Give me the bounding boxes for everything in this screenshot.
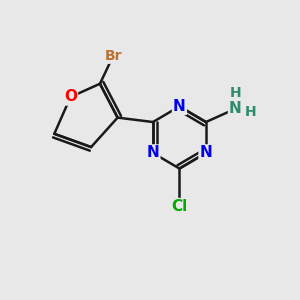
Text: N: N: [173, 99, 186, 114]
Text: Br: Br: [104, 49, 122, 63]
Text: O: O: [64, 89, 77, 104]
Text: H: H: [230, 85, 241, 100]
Text: Cl: Cl: [171, 199, 188, 214]
Text: H: H: [244, 105, 256, 119]
Text: N: N: [200, 146, 212, 160]
Text: N: N: [147, 146, 159, 160]
Text: N: N: [229, 101, 242, 116]
